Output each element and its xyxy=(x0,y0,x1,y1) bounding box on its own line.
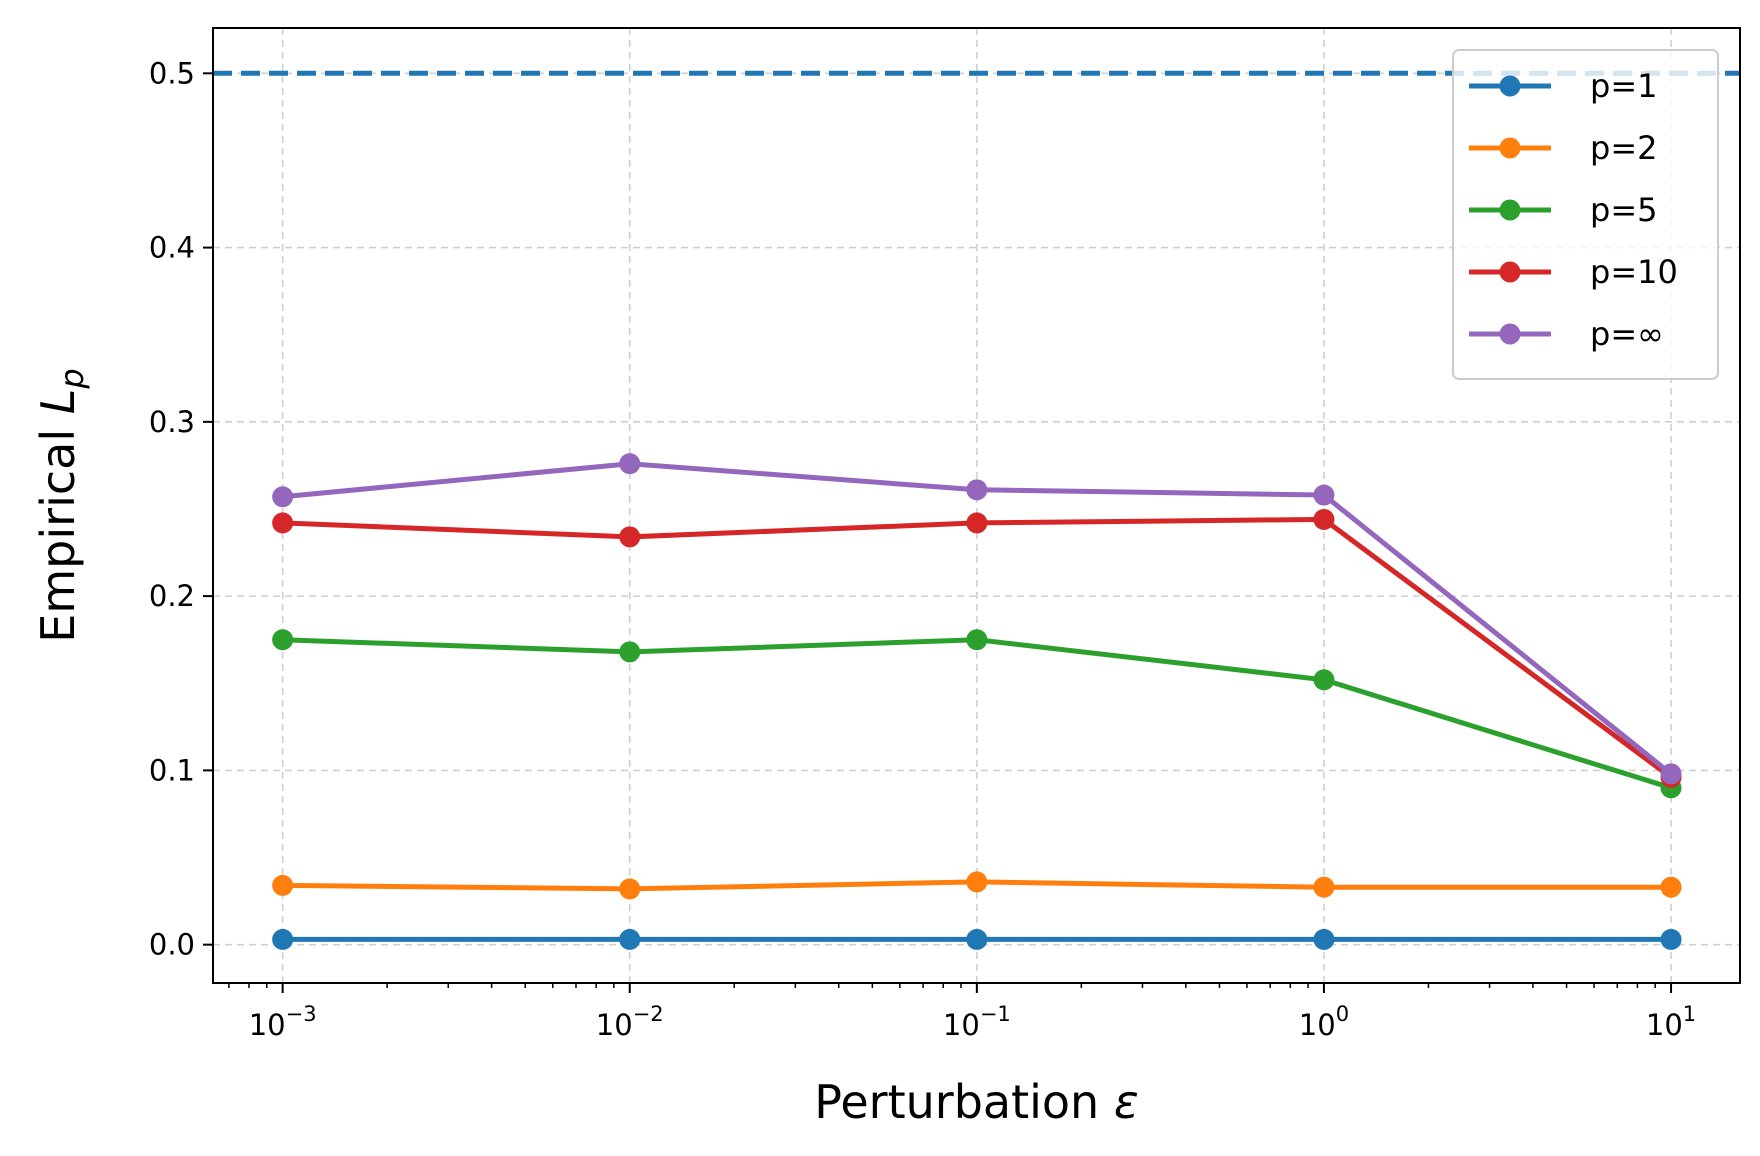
data-point xyxy=(966,479,988,501)
legend: p=1 p=2 p=5 p=10 p=∞ xyxy=(1452,49,1719,380)
data-point xyxy=(272,486,294,508)
x-axis-title-symbol: ε xyxy=(1114,1075,1139,1129)
y-tick-label: 0.4 xyxy=(149,231,195,265)
legend-label: p=1 xyxy=(1590,67,1657,105)
x-tick-label: 10−3 xyxy=(249,1002,317,1042)
x-tick-label-exponent: −2 xyxy=(633,1002,664,1026)
x-tick-label-exponent: 1 xyxy=(1683,1002,1696,1026)
data-point xyxy=(619,641,641,663)
legend-label: p=5 xyxy=(1590,191,1657,229)
y-tick-label: 0.2 xyxy=(149,579,195,613)
legend-label: p=∞ xyxy=(1590,315,1664,353)
legend-item: p=10 xyxy=(1469,253,1678,291)
data-point xyxy=(619,878,641,900)
legend-label: p=10 xyxy=(1590,253,1678,291)
y-tick-label: 0.0 xyxy=(149,928,195,962)
x-tick-label-exponent: 0 xyxy=(1336,1002,1349,1026)
legend-swatch-marker xyxy=(1499,137,1521,159)
x-axis-title-text: Perturbation xyxy=(814,1075,1114,1129)
y-tick-label: 0.3 xyxy=(149,405,195,439)
data-point xyxy=(272,928,294,950)
y-axis-title-text: Empirical xyxy=(31,414,85,642)
series-p=1 xyxy=(272,928,1682,950)
data-point xyxy=(272,629,294,651)
data-point xyxy=(272,512,294,534)
x-tick-label-exponent: −3 xyxy=(286,1002,317,1026)
x-tick-label-base: 10 xyxy=(943,1008,980,1042)
data-point xyxy=(619,453,641,475)
data-point xyxy=(1313,508,1335,530)
data-point xyxy=(1660,928,1682,950)
legend-item: p=1 xyxy=(1469,67,1657,105)
data-point xyxy=(1660,763,1682,785)
legend-item: p=∞ xyxy=(1469,315,1664,353)
data-point xyxy=(1313,876,1335,898)
x-tick-label-base: 10 xyxy=(1646,1008,1683,1042)
legend-item: p=5 xyxy=(1469,191,1657,229)
legend-swatch-marker xyxy=(1499,261,1521,283)
x-tick-label-exponent: −1 xyxy=(980,1002,1011,1026)
data-point xyxy=(1660,876,1682,898)
data-point xyxy=(1313,484,1335,506)
legend-box xyxy=(1452,49,1719,380)
series-p=2 xyxy=(272,871,1682,900)
legend-swatch-marker xyxy=(1499,199,1521,221)
x-tick-label: 100 xyxy=(1299,1002,1349,1042)
data-point xyxy=(619,928,641,950)
x-axis-title: Perturbation ε xyxy=(814,1075,1138,1129)
y-tick-label: 0.1 xyxy=(149,753,195,787)
y-axis-title: Empirical Lp xyxy=(31,368,91,642)
x-tick-label-base: 10 xyxy=(596,1008,633,1042)
series-group xyxy=(272,453,1682,950)
x-tick-label-base: 10 xyxy=(1299,1008,1336,1042)
legend-swatch-marker xyxy=(1499,323,1521,345)
y-axis-title-subscript: p xyxy=(53,368,91,389)
x-tick-label: 101 xyxy=(1646,1002,1696,1042)
x-tick-label: 10−2 xyxy=(596,1002,664,1042)
data-point xyxy=(966,629,988,651)
series-p=∞ xyxy=(272,453,1682,785)
y-tick-label: 0.5 xyxy=(149,56,195,90)
data-point xyxy=(1313,669,1335,691)
legend-swatch-marker xyxy=(1499,75,1521,97)
data-point xyxy=(966,512,988,534)
legend-item: p=2 xyxy=(1469,129,1657,167)
data-point xyxy=(619,526,641,548)
x-tick-label: 10−1 xyxy=(943,1002,1011,1042)
data-point xyxy=(966,871,988,893)
x-tick-label-base: 10 xyxy=(249,1008,286,1042)
data-point xyxy=(272,874,294,896)
y-axis-title-symbol: L xyxy=(31,389,85,415)
legend-label: p=2 xyxy=(1590,129,1657,167)
data-point xyxy=(1313,928,1335,950)
data-point xyxy=(966,928,988,950)
